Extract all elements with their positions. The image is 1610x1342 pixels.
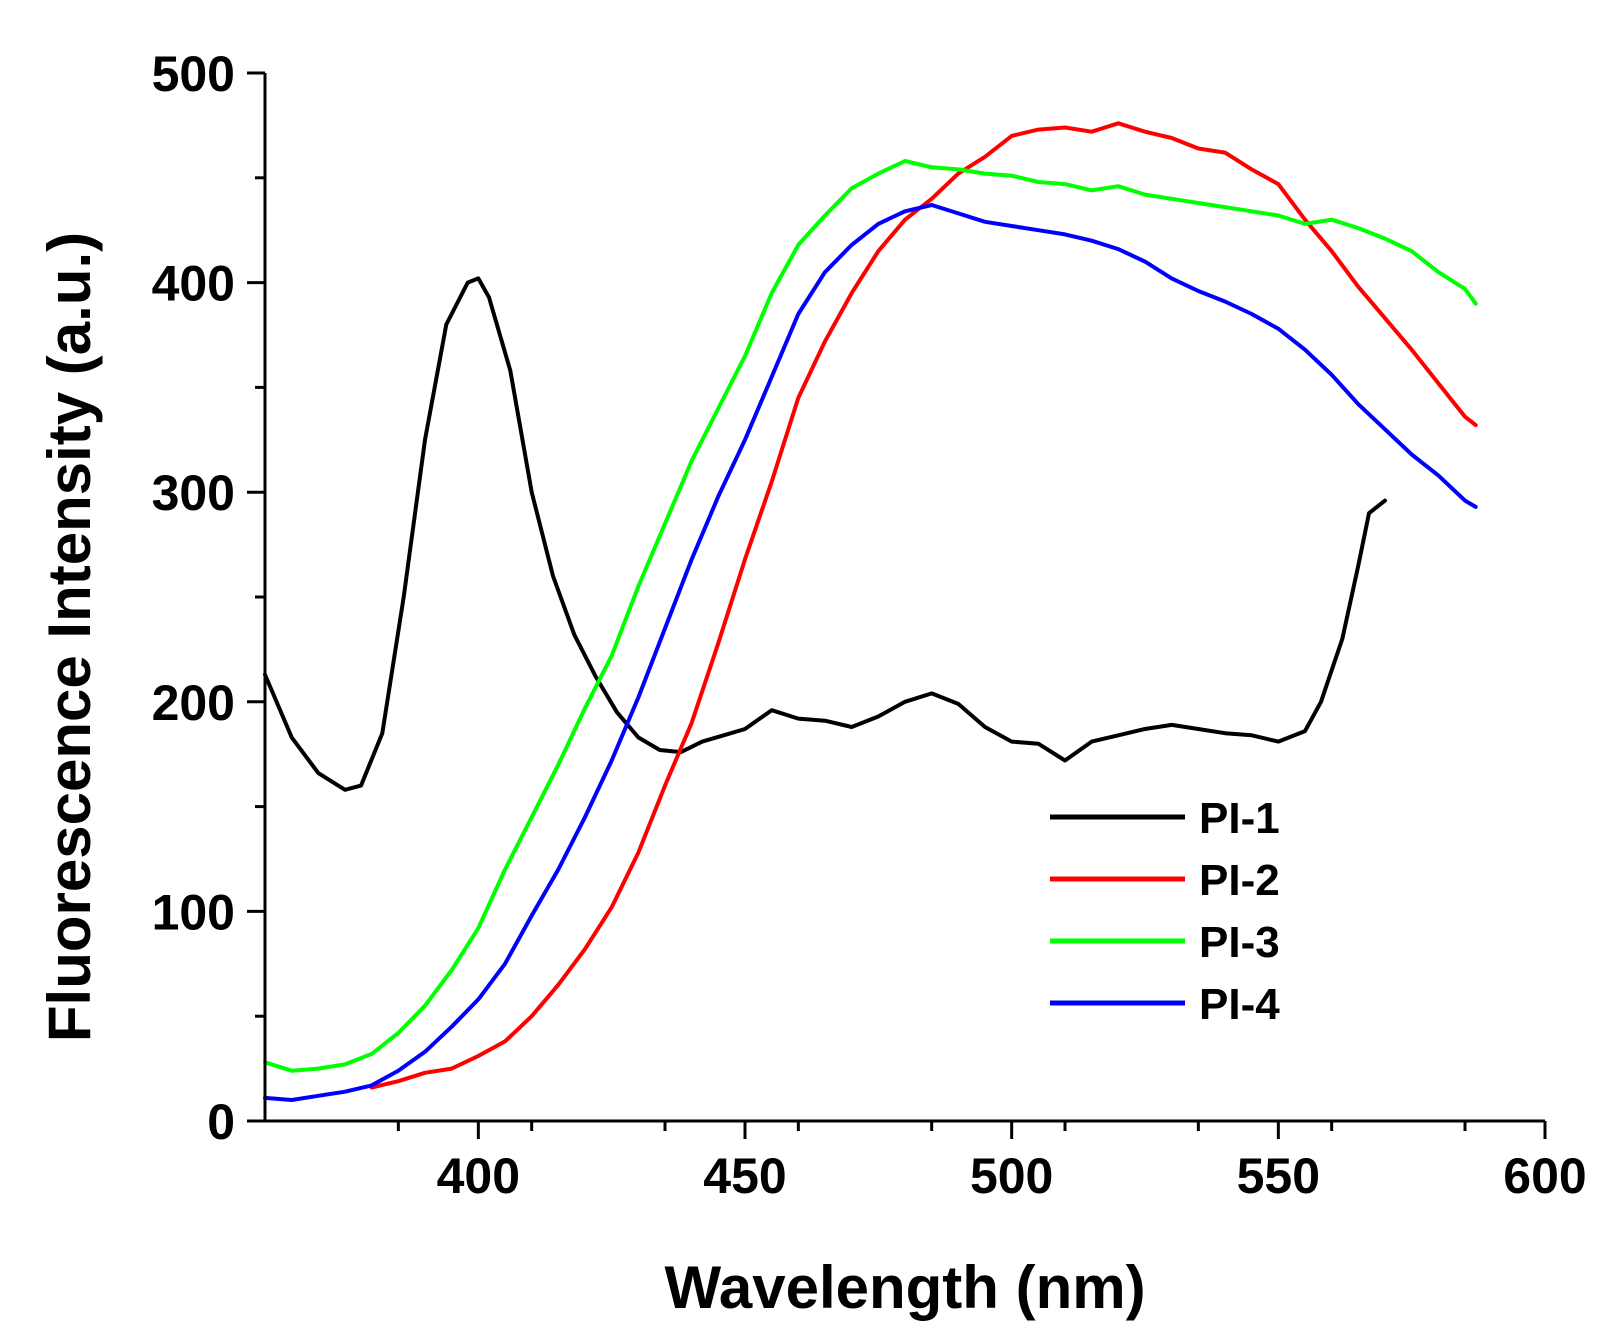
x-tick-label: 550 <box>1237 1148 1320 1204</box>
legend-label: PI-2 <box>1199 856 1280 905</box>
series-line-pi-4 <box>263 203 1478 1102</box>
series-line-pi-1 <box>263 276 1387 792</box>
legend: PI-1 PI-2 PI-3 PI-4 <box>1050 794 1280 1029</box>
tick-labels-group: 400 450 500 550 600 0 100 200 300 400 500 <box>152 46 1587 1204</box>
plot-series-group <box>263 121 1478 1102</box>
x-axis-title: Wavelength (nm) <box>664 1254 1145 1321</box>
legend-label: PI-4 <box>1199 980 1280 1029</box>
ticks-group <box>247 71 1547 1139</box>
x-tick-label: 400 <box>437 1148 520 1204</box>
y-tick-label: 0 <box>207 1094 235 1150</box>
y-tick-label: 500 <box>152 46 235 102</box>
series-line-pi-2 <box>369 121 1478 1090</box>
legend-label: PI-1 <box>1199 794 1280 843</box>
x-tick-label: 450 <box>703 1148 786 1204</box>
x-tick-label: 500 <box>970 1148 1053 1204</box>
y-tick-label: 200 <box>152 675 235 731</box>
x-tick-label: 600 <box>1503 1148 1586 1204</box>
series-line-pi-3 <box>263 159 1478 1073</box>
y-tick-label: 400 <box>152 256 235 312</box>
legend-label: PI-3 <box>1199 918 1280 967</box>
y-tick-label: 300 <box>152 465 235 521</box>
y-axis-title: Fluorescence Intensity (a.u.) <box>36 232 103 1042</box>
y-tick-label: 100 <box>152 884 235 940</box>
